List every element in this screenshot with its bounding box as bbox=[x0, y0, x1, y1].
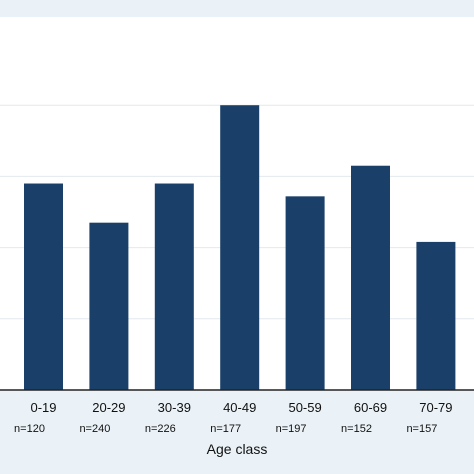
sample-size-label: n=226 bbox=[145, 423, 176, 435]
sample-size-labels: n=120 n=240 n=226 n=177 n=197 n=152 n=157 bbox=[14, 423, 437, 435]
x-tick-label: 70-79 bbox=[419, 400, 452, 415]
sample-size-label: n=197 bbox=[276, 423, 307, 435]
bar-70-79 bbox=[416, 241, 456, 390]
x-tick-labels: 0-19 20-29 30-39 40-49 50-59 60-69 70-79 bbox=[30, 400, 452, 415]
x-tick-label: 60-69 bbox=[354, 400, 387, 415]
bar-50-59 bbox=[285, 196, 325, 390]
bars bbox=[24, 105, 456, 390]
bar-30-39 bbox=[154, 183, 194, 390]
sample-size-label: n=177 bbox=[210, 423, 241, 435]
sample-size-label: n=120 bbox=[14, 423, 45, 435]
sample-size-label: n=157 bbox=[406, 423, 437, 435]
bar-40-49 bbox=[220, 105, 260, 390]
bar-60-69 bbox=[351, 165, 390, 390]
sample-size-label: n=240 bbox=[79, 423, 110, 435]
bar-0-19 bbox=[24, 183, 63, 390]
x-tick-label: 20-29 bbox=[92, 400, 125, 415]
bar-20-29 bbox=[89, 222, 129, 390]
sample-size-label: n=152 bbox=[341, 423, 372, 435]
x-tick-label: 50-59 bbox=[288, 400, 321, 415]
x-tick-label: 30-39 bbox=[158, 400, 191, 415]
x-tick-label: 40-49 bbox=[223, 400, 256, 415]
x-tick-label: 0-19 bbox=[30, 400, 56, 415]
x-axis-title: Age class bbox=[207, 441, 268, 457]
